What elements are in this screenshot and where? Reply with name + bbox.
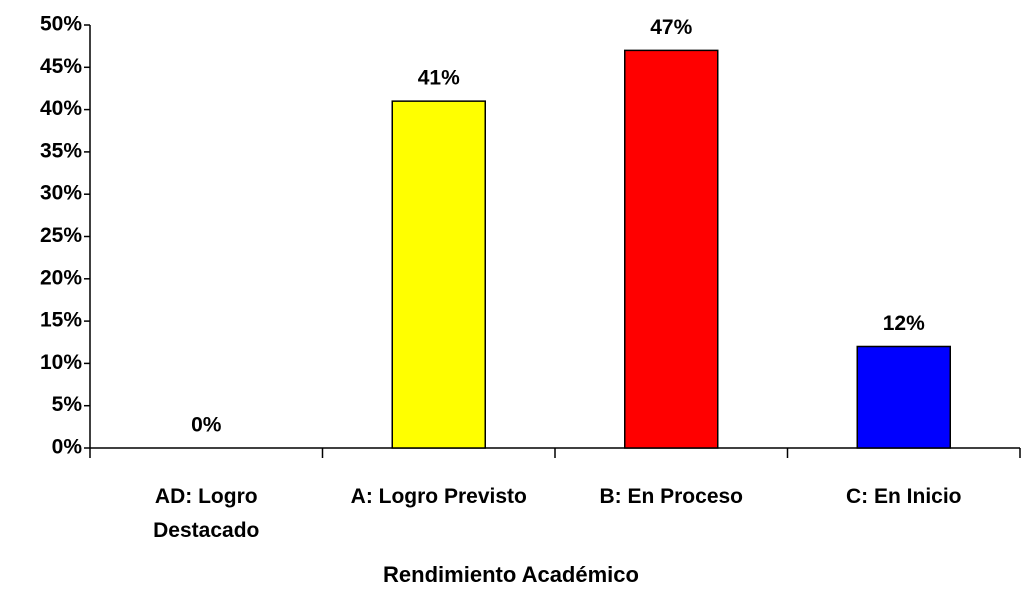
y-tick-label: 30%	[40, 182, 82, 205]
y-tick-label: 25%	[40, 224, 82, 247]
y-tick-label: 45%	[40, 55, 82, 78]
x-tick-label: A: Logro Previsto	[350, 485, 527, 508]
x-axis-title: Rendimiento Académico	[383, 562, 639, 587]
y-tick-label: 35%	[40, 139, 82, 162]
y-tick-label: 5%	[52, 393, 83, 416]
y-tick-label: 20%	[40, 266, 82, 289]
data-label: 0%	[191, 414, 222, 437]
y-tick-label: 50%	[40, 13, 82, 36]
bar	[391, 100, 486, 449]
bar	[624, 49, 719, 449]
y-tick-label: 40%	[40, 97, 82, 120]
x-tick-label: B: En Proceso	[599, 485, 744, 508]
x-tick-label: C: En Inicio	[846, 485, 962, 508]
x-tick-label: AD: Logro Destacado	[153, 485, 260, 542]
data-label: 47%	[650, 16, 692, 39]
data-label: 12%	[883, 312, 925, 335]
bar	[856, 345, 951, 449]
y-tick-label: 10%	[40, 351, 82, 374]
data-label: 41%	[418, 67, 460, 90]
y-tick-label: 15%	[40, 309, 82, 332]
y-tick-label: 0%	[52, 436, 83, 459]
